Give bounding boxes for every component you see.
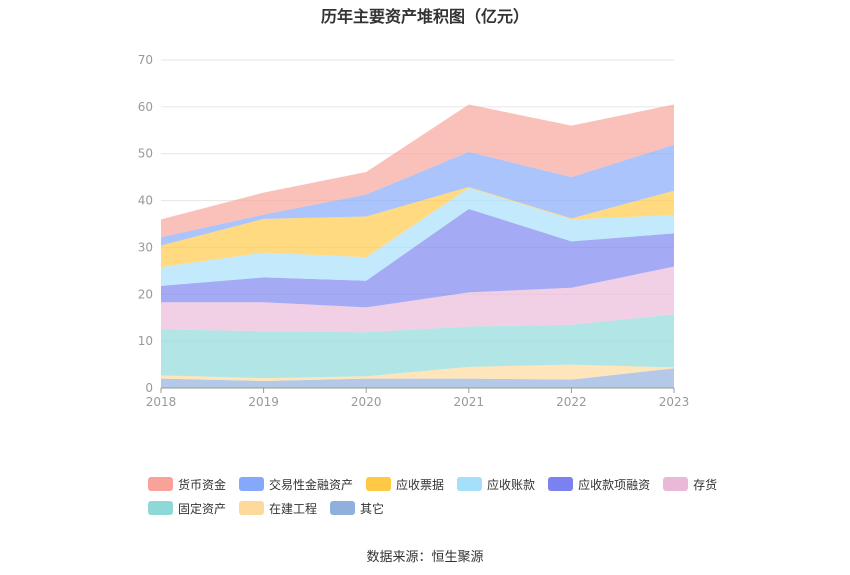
area-series-4 [161,209,674,308]
legend-item[interactable]: 应收账款 [457,476,535,493]
x-tick-label: 2019 [248,395,279,409]
legend-label: 交易性金融资产 [269,477,354,492]
area-series-8 [161,104,674,238]
legend-swatch [548,477,574,491]
legend-item[interactable]: 其它 [330,500,384,517]
area-series-3 [161,266,674,333]
x-tick-label: 2020 [351,395,382,409]
y-tick-label: 40 [138,194,153,208]
legend-swatch [239,477,265,491]
legend-swatch [330,501,356,515]
legend-swatch [366,477,392,491]
legend-label: 应收款项融资 [578,477,651,492]
area-layer [161,104,674,388]
y-tick-label: 20 [138,287,153,301]
x-tick-label: 2018 [146,395,177,409]
legend-label: 其它 [360,501,385,516]
x-tick-label: 2022 [556,395,587,409]
legend-item[interactable]: 固定资产 [148,500,226,517]
legend-item[interactable]: 货币资金 [148,476,226,493]
y-tick-label: 70 [138,53,153,67]
y-tick-label: 30 [138,240,153,254]
area-series-0 [161,368,674,388]
legend-swatch [148,477,173,491]
area-series-5 [161,187,674,286]
y-tick-label: 0 [145,381,153,395]
legend-row: 固定资产 在建工程 其它 [148,496,748,520]
legend: 货币资金 交易性金融资产 应收票据 应收账款 应收款项融资 存货固定资产 在建工程 其它 [148,472,748,520]
y-tick-label: 50 [138,147,153,161]
axis-layer: 0 10 20 30 40 50 60 70 2018 2019 2020 2021 2022 2023 [138,53,690,409]
legend-item[interactable]: 应收款项融资 [548,476,650,493]
area-series-2 [161,314,674,379]
y-tick-label: 60 [138,100,153,114]
legend-label: 应收账款 [487,477,536,492]
legend-swatch [239,501,265,515]
chart-title: 历年主要资产堆积图（亿元） [320,7,529,26]
legend-label: 存货 [693,477,718,492]
legend-swatch [148,501,173,515]
legend-swatch [663,477,689,491]
area-series-7 [161,144,674,246]
x-tick-label: 2021 [454,395,485,409]
legend-label: 在建工程 [269,501,318,516]
legend-label: 应收票据 [396,477,445,492]
legend-item[interactable]: 应收票据 [366,476,444,493]
y-tick-label: 10 [138,334,153,348]
x-tick-label: 2023 [659,395,690,409]
legend-label: 货币资金 [178,477,227,492]
legend-item[interactable]: 存货 [663,476,717,493]
source-note: 数据来源：恒生聚源 [366,550,484,565]
legend-item[interactable]: 交易性金融资产 [239,476,353,493]
legend-swatch [457,477,483,491]
legend-row: 货币资金 交易性金融资产 应收票据 应收账款 应收款项融资 存货 [148,472,748,496]
legend-item[interactable]: 在建工程 [239,500,317,517]
legend-label: 固定资产 [178,501,227,516]
area-series-6 [161,186,674,268]
area-series-1 [161,364,674,381]
